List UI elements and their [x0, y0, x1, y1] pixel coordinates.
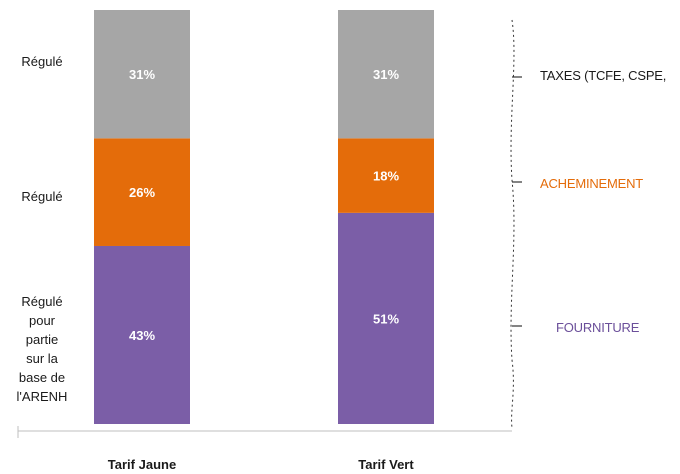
data-label: 31% [129, 67, 155, 82]
x-tick-labels: Tarif Jaune Tarif Vert [108, 457, 415, 472]
x-tick-label: Tarif Jaune [108, 457, 176, 472]
side-label-taxes: Régulé [21, 54, 63, 69]
data-label: 26% [129, 185, 155, 200]
side-label-line: sur la [26, 351, 58, 366]
segment-value-labels: 43% 26% 31% 51% 18% 31% [129, 67, 399, 343]
side-label-acheminement: Régulé [21, 189, 63, 204]
bar-segment-fourniture-2 [338, 212, 434, 424]
data-label: 18% [373, 169, 399, 184]
side-label-fourniture: Régulé pour partie sur la base de l'AREN… [0, 292, 84, 406]
side-label-line: pour [28, 313, 56, 328]
legend-bracket [510, 19, 515, 429]
side-label-line: base de [18, 370, 66, 385]
side-label-line: Régulé [21, 294, 63, 309]
legend-ticks [512, 76, 522, 327]
bar-segment-fourniture-1 [94, 245, 190, 424]
bar-segment-taxes-2 [338, 10, 434, 139]
bar-segment-acheminement-1 [94, 138, 190, 246]
data-label: 43% [129, 328, 155, 343]
bar-segment-acheminement-2 [338, 138, 434, 213]
bar-segment-taxes-1 [94, 10, 190, 139]
side-label-line: l'ARENH [16, 389, 68, 404]
data-label: 51% [373, 311, 399, 326]
legend-taxes: TAXES (TCFE, CSPE, [540, 68, 667, 83]
x-tick-label: Tarif Vert [358, 457, 414, 472]
bar-segments [94, 10, 434, 424]
legend-acheminement: ACHEMINEMENT [540, 176, 644, 191]
legend-fourniture: FOURNITURE [556, 320, 640, 335]
side-label-line: partie [25, 332, 59, 347]
data-label: 31% [373, 67, 399, 82]
